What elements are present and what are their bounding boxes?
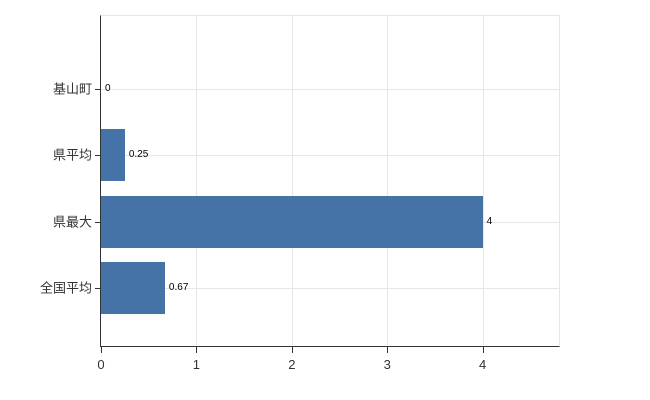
y-axis-tick xyxy=(95,221,101,223)
x-gridline xyxy=(387,16,389,346)
x-gridline xyxy=(482,16,484,346)
x-axis-tick xyxy=(482,347,484,353)
x-axis-tick-label: 2 xyxy=(288,357,296,372)
bar xyxy=(101,129,125,182)
x-axis-tick xyxy=(196,347,198,353)
y-gridline xyxy=(101,155,559,157)
value-label: 0 xyxy=(105,83,111,95)
plot-area: 0 1 2 3 4 基山町 0 県平均 0.25 県最大 4 全国平均 0.67 xyxy=(40,15,560,371)
bar xyxy=(101,195,483,248)
x-axis-tick-label: 0 xyxy=(97,357,105,372)
x-axis-tick xyxy=(291,347,293,353)
category-label: 基山町 xyxy=(52,81,92,97)
value-label: 0.67 xyxy=(168,281,189,293)
bar xyxy=(101,261,165,314)
x-axis-tick-label: 1 xyxy=(192,357,201,372)
category-label: 県平均 xyxy=(52,147,92,163)
category-label: 全国平均 xyxy=(39,280,92,296)
x-axis-tick xyxy=(387,347,389,353)
y-axis-tick xyxy=(95,89,101,91)
y-gridline xyxy=(101,287,559,289)
value-label: 0.25 xyxy=(128,149,149,161)
y-axis-tick xyxy=(95,287,101,289)
x-gridline xyxy=(196,16,198,346)
x-axis-tick-label: 4 xyxy=(479,357,487,372)
x-axis-tick xyxy=(101,347,102,353)
x-axis-tick-label: 3 xyxy=(383,357,391,372)
value-label: 4 xyxy=(486,215,493,227)
category-label: 県最大 xyxy=(52,214,92,230)
y-axis-tick xyxy=(95,155,101,157)
y-gridline xyxy=(101,89,559,91)
x-gridline xyxy=(291,16,293,346)
